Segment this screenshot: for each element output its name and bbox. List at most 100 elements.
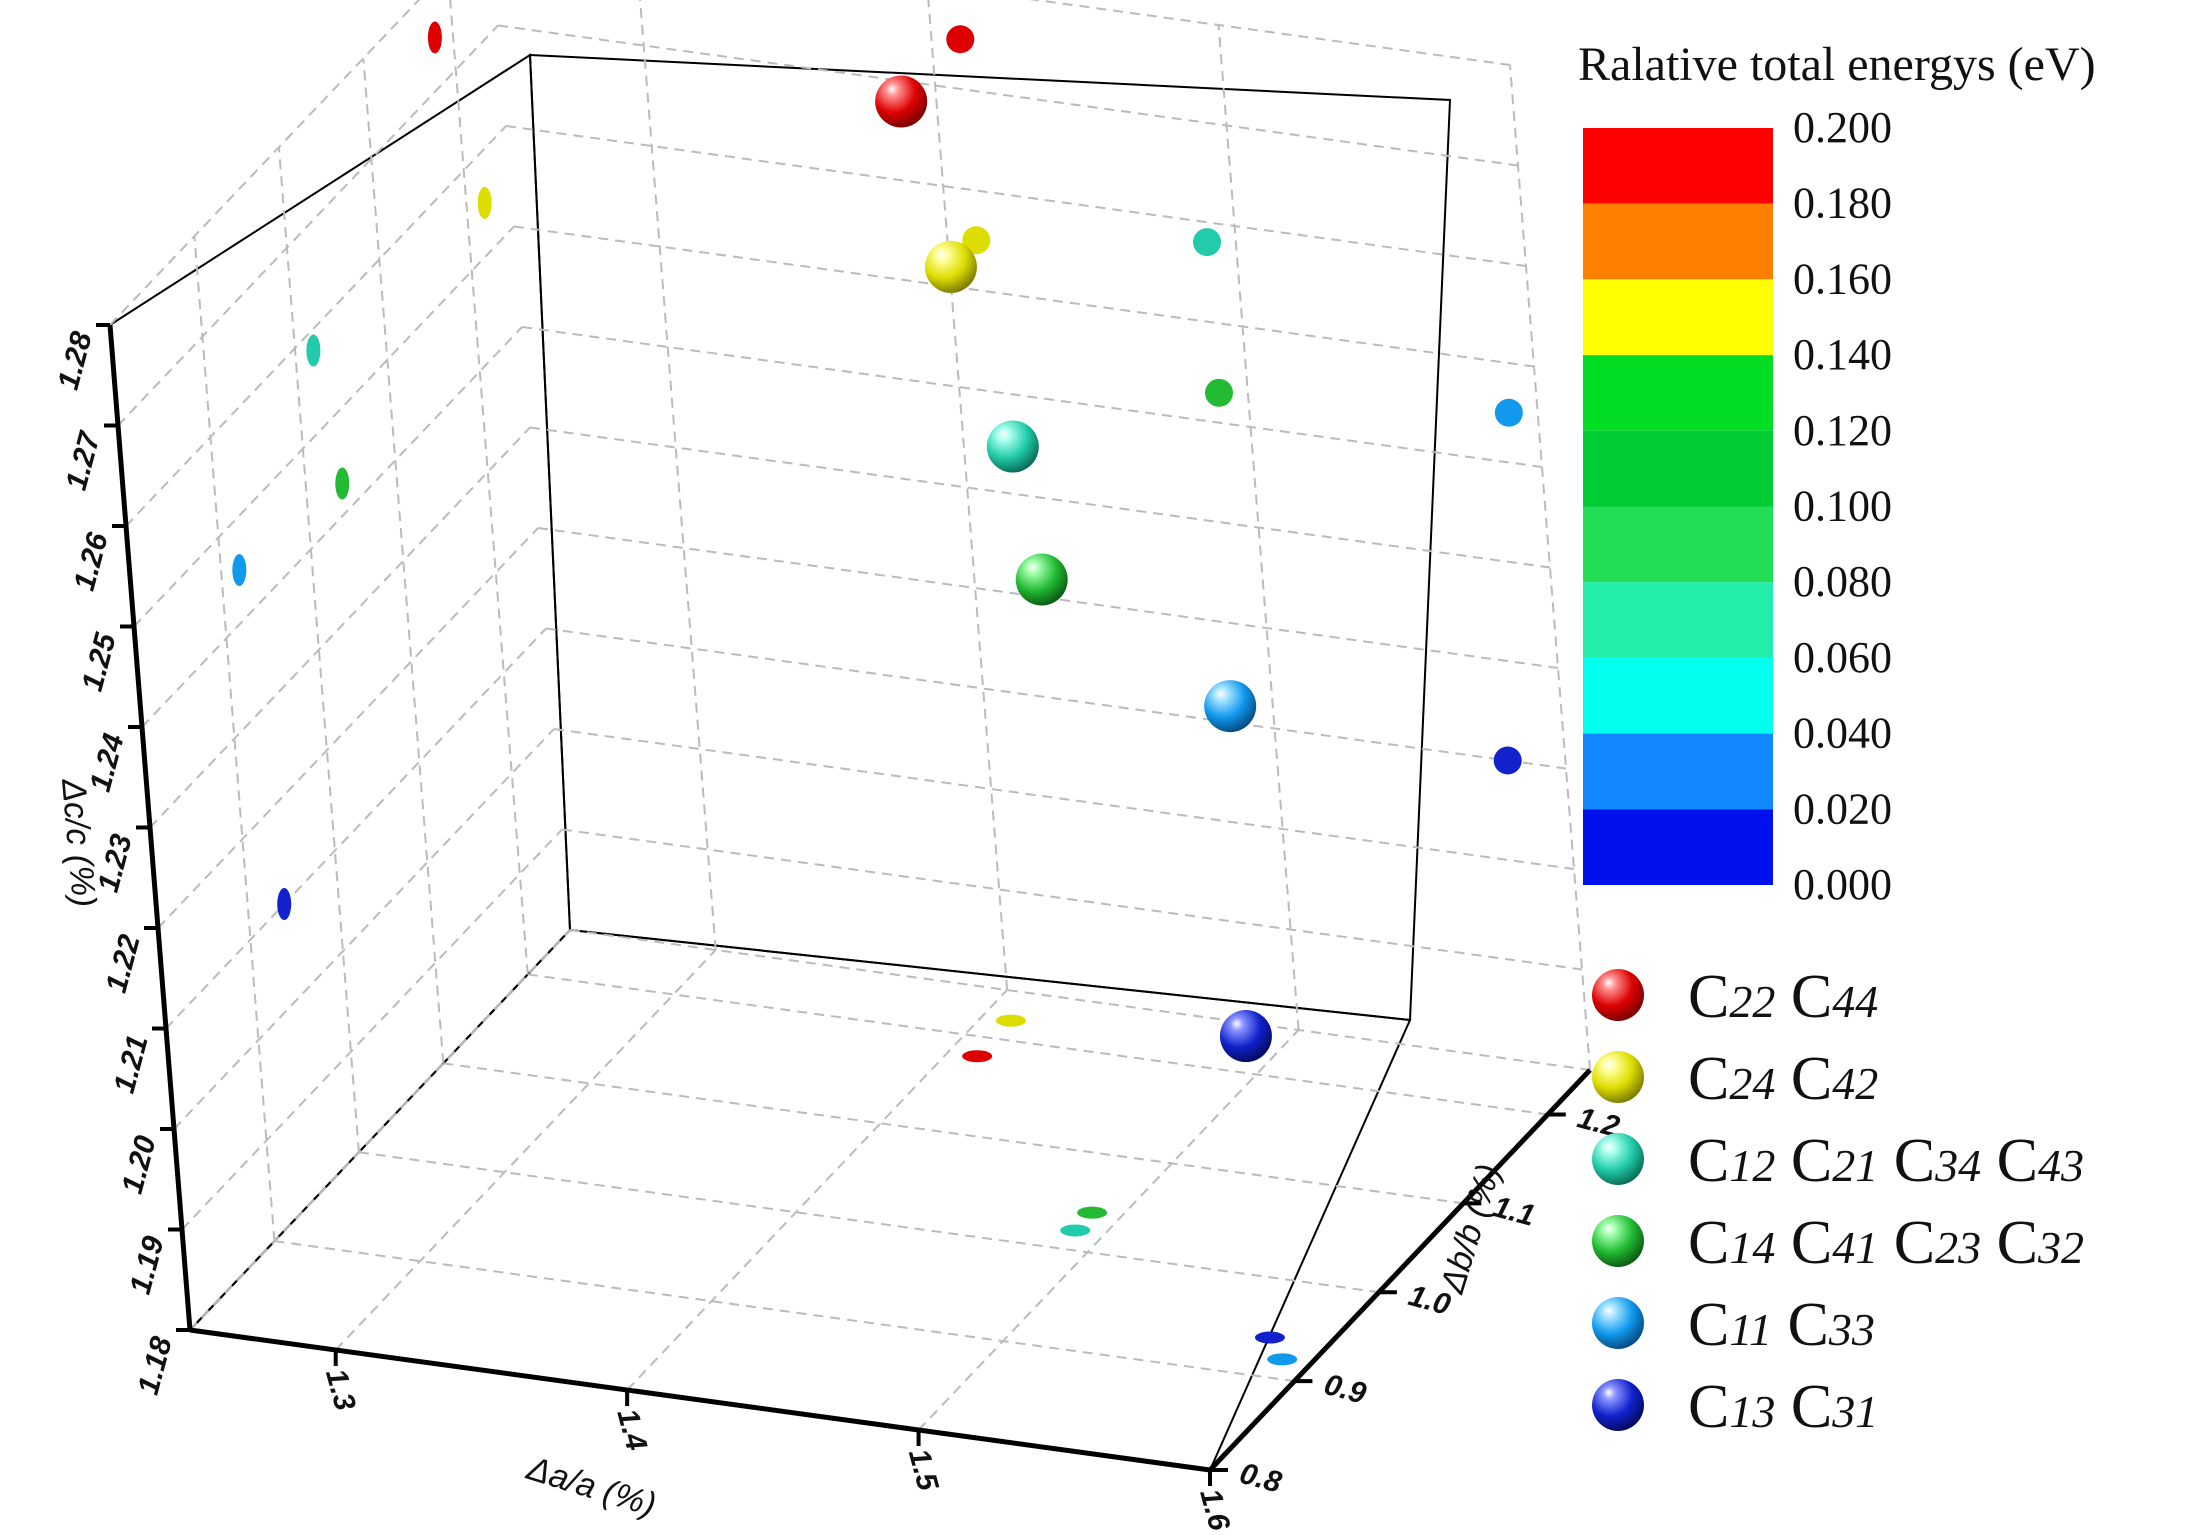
point-projection-left [277,888,292,921]
colorbar-band [1583,355,1773,431]
grid-back-x-line [1509,64,1591,1071]
legend-entry-label: C13 C31 [1688,1373,1878,1441]
grid-floor-y-line [358,1151,1380,1294]
colorbar-band [1583,506,1773,583]
grid-floor-y-line [443,1062,1464,1205]
grid-floor-x-line [334,949,717,1351]
grid-floor-y-line [274,1240,1295,1383]
data-points [232,21,1523,1366]
grid-back-z-line [1029,0,1511,66]
data-point-sphere [924,240,977,293]
tick-labels: 1.181.191.201.211.221.231.241.251.261.27… [52,328,1623,1534]
grid-left-z-line [133,225,515,628]
grid-left-y-line [449,0,529,975]
grid-left-y-line [362,58,445,1064]
grid-back-z-line [569,929,1591,1071]
colorbar-band [1583,809,1773,885]
back-wall [528,53,1452,1022]
grid-back-z-line [513,225,1535,368]
grid-back-x-line [1217,24,1300,1031]
point-projection-left [427,21,442,54]
legend-marker [1592,969,1644,1021]
grid-back-z-line [545,627,1567,770]
colorbar-band [1583,657,1773,734]
grid-floor-x-line [917,1029,1300,1431]
grid-back-z-line [505,125,1527,267]
point-projection-floor [1267,1353,1298,1366]
grid-left-z-line [189,929,571,1331]
grid-left-y-line [193,236,276,1242]
y-tick-label: 0.8 [1236,1457,1285,1500]
legend-marker [1592,1297,1644,1349]
colorbar-tick-label: 0.020 [1793,784,1892,833]
grid-back-x-line [639,0,717,951]
colorbar-tick-label: 0.040 [1793,709,1892,758]
z-tick-label: 1.27 [60,428,107,494]
z-tick-label: 1.25 [76,629,123,695]
x-tick-label: 1.6 [1193,1485,1236,1534]
colorbar-band [1583,279,1773,356]
legend-entry-label: C24 C42 [1688,1045,1878,1113]
colorbar-tick-label: 0.160 [1793,254,1892,303]
y-axis-line [1208,1068,1592,1472]
grid-left-z-line [109,0,421,326]
grid-back-z-line [561,828,1583,971]
z-axis-label: Δc/c (%) [54,776,103,908]
legend-entry-label: C11 C33 [1688,1291,1875,1359]
point-projection-left [335,467,350,500]
grid-left-z-line [149,426,531,829]
y-axis-label: Δb/b (%) [1433,1160,1508,1299]
grid-left-z-line [141,326,523,728]
colorbar-band [1583,128,1773,204]
legend-marker [1592,1051,1644,1103]
x-axis-line [189,1327,1211,1473]
colorbar-tick-label: 0.180 [1793,179,1892,228]
point-projection-floor [1254,1331,1285,1344]
grid-back-z-line [529,426,1551,569]
z-tick-label: 1.18 [132,1333,179,1398]
x-tick-label: 1.5 [902,1445,945,1495]
data-point-sphere [986,420,1039,473]
point-projection-left [232,554,247,587]
colorbar-title: Ralative total energys (eV) [1578,38,2096,91]
point-projection-floor [1060,1224,1091,1237]
x-tick-label: 1.4 [610,1405,653,1454]
grid-left-z-line [165,627,547,1030]
grid-left-z-line [157,527,539,929]
colorbar-tick-label: 0.200 [1793,103,1892,152]
point-projection-floor [962,1050,993,1063]
data-point-sphere [1015,553,1068,606]
grid-floor-x-line [626,989,1008,1391]
colorbar-tick-label: 0.140 [1793,330,1892,379]
x-tick-label: 1.3 [319,1365,362,1414]
legend-entry-label: C22 C44 [1688,963,1878,1031]
z-tick-label: 1.22 [100,931,147,996]
z-tick-label: 1.28 [52,328,99,393]
grid-left-z-line [125,125,507,527]
colorbar-tick-label: 0.060 [1793,633,1892,682]
legend-marker [1592,1133,1644,1185]
colorbar-band [1583,203,1773,280]
point-projection-back [1193,228,1222,257]
colorbar-tick-label: 0.080 [1793,557,1892,606]
z-tick-label: 1.21 [108,1032,155,1097]
grid-back-z-line [521,326,1543,468]
axes [96,323,1592,1486]
legend-entry-label: C12 C21 C34 C43 [1688,1127,2084,1195]
colorbar-band [1583,733,1773,810]
grid-left-z-line [181,828,563,1231]
data-point-sphere [875,75,928,128]
legend-entry-label: C14 C41 C23 C32 [1688,1209,2084,1277]
grid-lines [109,0,1591,1471]
point-projection-back [1493,746,1522,775]
data-point-sphere [1219,1010,1272,1063]
point-projection-left [306,334,321,367]
colorbar-band [1583,582,1773,658]
z-tick-label: 1.20 [116,1132,163,1197]
colorbar-tick-label: 0.000 [1793,860,1892,909]
colorbar-tick-label: 0.120 [1793,406,1892,455]
grid-back-z-line [497,24,1519,167]
point-projection-back [946,25,975,54]
y-tick-label: 0.9 [1321,1368,1370,1411]
grid-left-z-line [173,728,555,1130]
